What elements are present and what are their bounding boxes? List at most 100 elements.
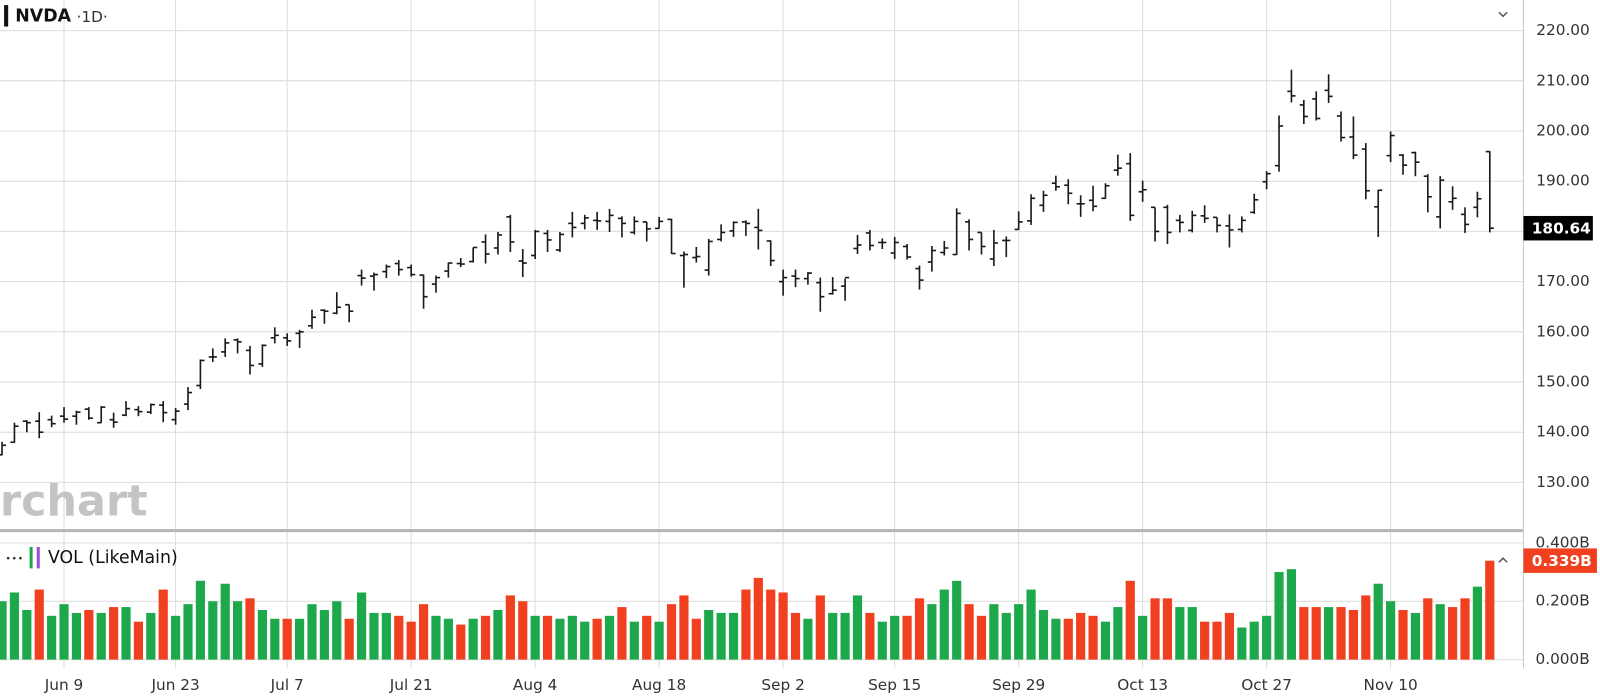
y-tick-label: 140.00 [1536,423,1590,441]
volume-bar [530,615,540,660]
volume-bar [741,589,751,660]
volume-bar [617,607,627,660]
y-tick-label: 190.00 [1536,172,1590,190]
volume-bar [927,604,937,660]
volume-bar [1038,609,1049,660]
menu-dot[interactable] [19,556,22,560]
menu-dot[interactable] [6,556,10,560]
volume-bar [815,595,825,660]
volume-bar [1460,598,1470,660]
last-volume-box [1523,548,1597,573]
volume-bar [84,609,94,660]
volume-bar [989,604,999,660]
volume-title: VOL (LikeMain) [48,548,178,568]
legend-swatch [36,546,40,569]
volume-bar [1200,621,1210,660]
volume-bar [468,618,478,660]
volume-bar [1138,615,1148,660]
y-tick-label: 0.000B [1535,650,1589,668]
volume-bar [133,621,144,660]
volume-bar [158,589,168,660]
volume-bar [778,592,788,660]
volume-bar [716,612,726,660]
volume-bar [679,595,689,660]
volume-bar [691,618,701,660]
last-price-box [1523,215,1593,241]
x-tick-label: Jun 23 [150,676,199,694]
volume-bar [456,624,466,660]
volume-bar [1224,612,1235,660]
volume-bar [914,598,925,660]
volume-bar [319,609,329,660]
volume-bar [642,615,652,660]
volume-bar [1423,598,1433,660]
symbol-marker [4,5,9,27]
legend-swatch [29,546,33,569]
volume-bar [1150,598,1160,660]
volume-bar [195,580,205,660]
x-tick-label: Jun 9 [44,676,84,694]
volume-bar [1348,609,1359,660]
volume-bar [1286,569,1297,660]
collapse-icon[interactable] [1498,11,1508,18]
volume-bar [840,612,850,660]
x-tick-label: Sep 15 [868,676,921,694]
volume-bar [59,604,69,660]
volume-bar [480,615,491,660]
volume-bar [1076,612,1086,660]
volume-bar [604,615,615,660]
volume-bar [1324,607,1334,660]
volume-bar [555,618,565,660]
volume-bar [803,618,813,660]
collapse-icon[interactable] [1498,557,1508,563]
volume-bar [146,612,156,660]
volume-bar [356,592,367,660]
volume-bar [431,615,441,660]
volume-bar [1472,586,1482,660]
volume-bar [1249,621,1259,660]
volume-bar [1088,615,1098,660]
volume-bar [567,615,577,660]
volume-bar [406,621,416,660]
volume-bar [592,618,602,660]
volume-bar [1063,618,1073,660]
y-tick-label: 0.200B [1535,592,1589,610]
volume-bar [865,612,875,660]
volume-bar [47,615,57,660]
watermark: rchart [0,477,148,527]
volume-bar [976,615,987,660]
volume-bar [964,604,974,660]
volume-bar [704,609,714,660]
volume-bar [1373,583,1383,660]
volume-bar [443,618,453,660]
volume-bar [666,604,677,660]
volume-bar [493,609,503,660]
interval: ·1D· [77,8,108,26]
volume-bar [1274,572,1284,660]
volume-bar [766,589,776,660]
volume-bar [753,577,763,660]
x-tick-label: Nov 10 [1364,676,1418,694]
y-tick-label: 210.00 [1536,71,1590,89]
volume-bar [852,595,863,660]
volume-bar [1410,612,1420,660]
volume-bar [208,601,218,660]
x-tick-label: Sep 29 [992,676,1045,694]
volume-bar [1398,609,1408,660]
volume-bar [877,621,887,660]
y-tick-label: 150.00 [1536,373,1590,391]
volume-bar [654,621,664,660]
volume-bar [518,601,528,660]
volume-bar [939,589,949,660]
volume-bar [1014,604,1024,660]
last-volume-label: 0.339B [1532,552,1592,570]
volume-bar [1175,607,1185,660]
volume-bar [9,592,20,660]
volume-bar [121,607,131,660]
menu-dot[interactable] [12,556,16,560]
volume-bar [902,615,912,660]
volume-bar [629,621,639,660]
volume-bar [307,604,317,660]
volume-bar [71,612,82,660]
